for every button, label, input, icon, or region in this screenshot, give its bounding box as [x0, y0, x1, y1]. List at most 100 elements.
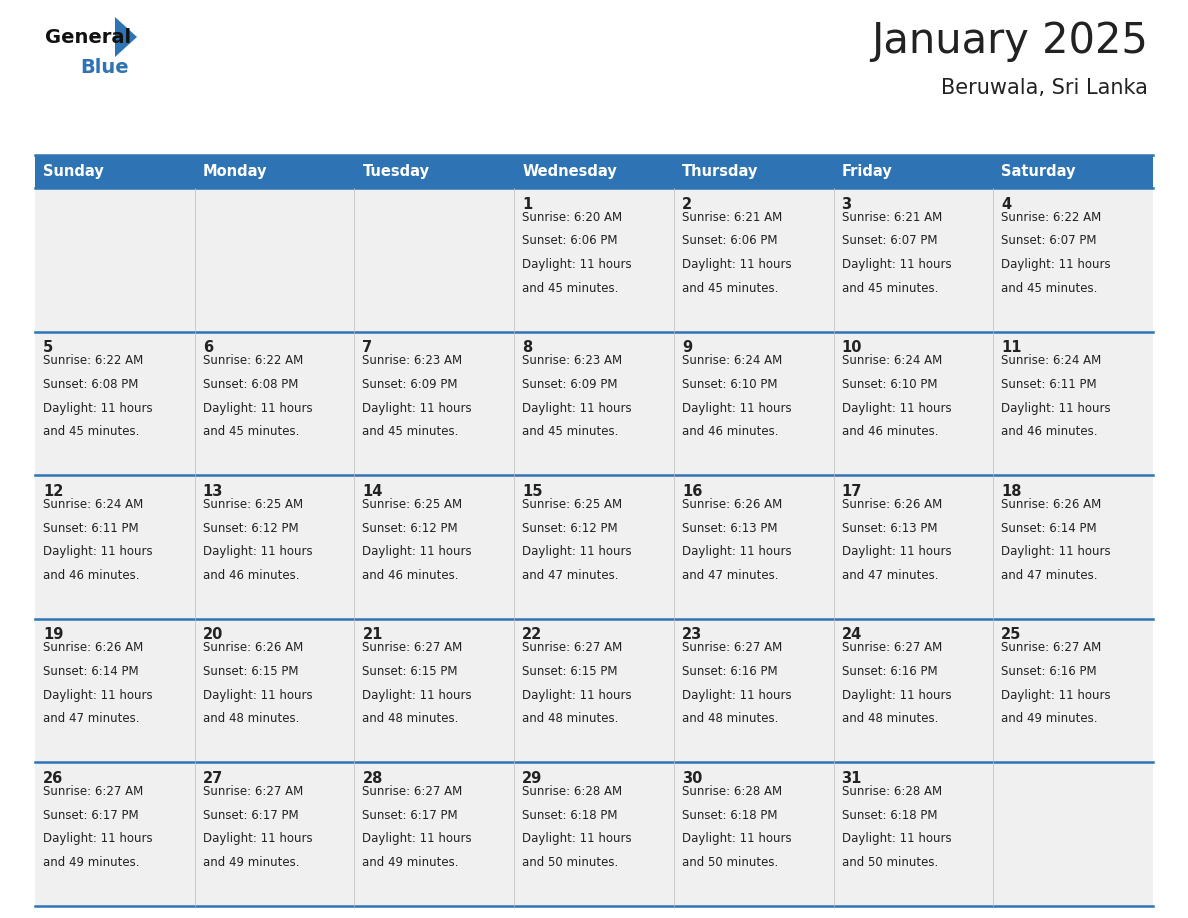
Text: Sunset: 6:16 PM: Sunset: 6:16 PM	[682, 666, 777, 678]
Text: Sunset: 6:18 PM: Sunset: 6:18 PM	[841, 809, 937, 822]
Text: and 50 minutes.: and 50 minutes.	[841, 856, 937, 869]
Text: Sunset: 6:16 PM: Sunset: 6:16 PM	[1001, 666, 1097, 678]
Text: and 46 minutes.: and 46 minutes.	[203, 569, 299, 582]
Text: and 47 minutes.: and 47 minutes.	[523, 569, 619, 582]
Text: Sunrise: 6:24 AM: Sunrise: 6:24 AM	[1001, 354, 1101, 367]
Text: and 50 minutes.: and 50 minutes.	[523, 856, 619, 869]
Text: and 46 minutes.: and 46 minutes.	[682, 425, 778, 438]
Text: Daylight: 11 hours: Daylight: 11 hours	[1001, 401, 1111, 415]
Text: 9: 9	[682, 341, 691, 355]
Text: Daylight: 11 hours: Daylight: 11 hours	[682, 258, 791, 271]
Text: 1: 1	[523, 196, 532, 212]
Text: Sunset: 6:08 PM: Sunset: 6:08 PM	[203, 378, 298, 391]
Text: Sunrise: 6:25 AM: Sunrise: 6:25 AM	[523, 498, 623, 510]
Text: Daylight: 11 hours: Daylight: 11 hours	[43, 401, 152, 415]
Text: Daylight: 11 hours: Daylight: 11 hours	[841, 401, 952, 415]
Text: Daylight: 11 hours: Daylight: 11 hours	[1001, 688, 1111, 701]
Text: Beruwala, Sri Lanka: Beruwala, Sri Lanka	[941, 78, 1148, 98]
Text: Sunrise: 6:27 AM: Sunrise: 6:27 AM	[362, 642, 462, 655]
Text: 8: 8	[523, 341, 532, 355]
Text: and 48 minutes.: and 48 minutes.	[362, 712, 459, 725]
Text: Daylight: 11 hours: Daylight: 11 hours	[203, 545, 312, 558]
Text: 10: 10	[841, 341, 862, 355]
Text: Daylight: 11 hours: Daylight: 11 hours	[362, 545, 472, 558]
Text: Sunrise: 6:27 AM: Sunrise: 6:27 AM	[203, 785, 303, 798]
Text: 12: 12	[43, 484, 63, 498]
Text: Sunset: 6:07 PM: Sunset: 6:07 PM	[841, 234, 937, 247]
Text: 25: 25	[1001, 627, 1022, 643]
Text: General: General	[45, 28, 131, 47]
Text: Sunrise: 6:26 AM: Sunrise: 6:26 AM	[682, 498, 782, 510]
Text: and 48 minutes.: and 48 minutes.	[841, 712, 939, 725]
Text: and 45 minutes.: and 45 minutes.	[841, 282, 939, 295]
Text: Sunrise: 6:24 AM: Sunrise: 6:24 AM	[841, 354, 942, 367]
Text: Sunrise: 6:22 AM: Sunrise: 6:22 AM	[43, 354, 144, 367]
Text: and 49 minutes.: and 49 minutes.	[43, 856, 139, 869]
Text: Blue: Blue	[80, 58, 128, 77]
Text: Sunrise: 6:28 AM: Sunrise: 6:28 AM	[682, 785, 782, 798]
Text: Sunrise: 6:20 AM: Sunrise: 6:20 AM	[523, 210, 623, 224]
Text: Daylight: 11 hours: Daylight: 11 hours	[43, 545, 152, 558]
Text: Sunset: 6:11 PM: Sunset: 6:11 PM	[43, 521, 139, 534]
Text: Sunset: 6:17 PM: Sunset: 6:17 PM	[362, 809, 459, 822]
Text: Sunrise: 6:26 AM: Sunrise: 6:26 AM	[841, 498, 942, 510]
Text: and 48 minutes.: and 48 minutes.	[523, 712, 619, 725]
Bar	[514, 155, 674, 188]
Text: Sunset: 6:12 PM: Sunset: 6:12 PM	[362, 521, 459, 534]
Text: Daylight: 11 hours: Daylight: 11 hours	[362, 833, 472, 845]
Text: Daylight: 11 hours: Daylight: 11 hours	[682, 401, 791, 415]
Text: 19: 19	[43, 627, 63, 643]
Text: Daylight: 11 hours: Daylight: 11 hours	[362, 688, 472, 701]
Text: Daylight: 11 hours: Daylight: 11 hours	[43, 833, 152, 845]
Text: Sunrise: 6:26 AM: Sunrise: 6:26 AM	[43, 642, 144, 655]
Text: Sunset: 6:13 PM: Sunset: 6:13 PM	[841, 521, 937, 534]
Text: 18: 18	[1001, 484, 1022, 498]
Text: Daylight: 11 hours: Daylight: 11 hours	[203, 401, 312, 415]
Text: 17: 17	[841, 484, 862, 498]
Text: and 45 minutes.: and 45 minutes.	[362, 425, 459, 438]
Text: 30: 30	[682, 771, 702, 786]
Text: Sunset: 6:15 PM: Sunset: 6:15 PM	[203, 666, 298, 678]
Text: Sunrise: 6:27 AM: Sunrise: 6:27 AM	[362, 785, 462, 798]
Text: 13: 13	[203, 484, 223, 498]
Text: Sunset: 6:16 PM: Sunset: 6:16 PM	[841, 666, 937, 678]
Text: Daylight: 11 hours: Daylight: 11 hours	[523, 833, 632, 845]
Bar	[34, 619, 1154, 763]
Text: Sunset: 6:18 PM: Sunset: 6:18 PM	[523, 809, 618, 822]
Text: Saturday: Saturday	[1001, 164, 1076, 179]
Text: Sunset: 6:18 PM: Sunset: 6:18 PM	[682, 809, 777, 822]
Text: Friday: Friday	[841, 164, 892, 179]
Text: Sunset: 6:07 PM: Sunset: 6:07 PM	[1001, 234, 1097, 247]
Text: 3: 3	[841, 196, 852, 212]
Text: Sunrise: 6:23 AM: Sunrise: 6:23 AM	[362, 354, 462, 367]
Text: and 46 minutes.: and 46 minutes.	[1001, 425, 1098, 438]
Text: Sunrise: 6:27 AM: Sunrise: 6:27 AM	[841, 642, 942, 655]
Text: and 49 minutes.: and 49 minutes.	[1001, 712, 1098, 725]
Text: Sunrise: 6:24 AM: Sunrise: 6:24 AM	[682, 354, 782, 367]
Text: 22: 22	[523, 627, 543, 643]
Text: Sunrise: 6:25 AM: Sunrise: 6:25 AM	[203, 498, 303, 510]
Text: Sunrise: 6:21 AM: Sunrise: 6:21 AM	[841, 210, 942, 224]
Text: 23: 23	[682, 627, 702, 643]
Text: Daylight: 11 hours: Daylight: 11 hours	[682, 688, 791, 701]
Text: Sunrise: 6:27 AM: Sunrise: 6:27 AM	[523, 642, 623, 655]
Text: 21: 21	[362, 627, 383, 643]
Text: Daylight: 11 hours: Daylight: 11 hours	[841, 688, 952, 701]
Text: Sunset: 6:12 PM: Sunset: 6:12 PM	[203, 521, 298, 534]
Text: and 49 minutes.: and 49 minutes.	[203, 856, 299, 869]
Text: 24: 24	[841, 627, 861, 643]
Text: 29: 29	[523, 771, 543, 786]
Text: Tuesday: Tuesday	[362, 164, 429, 179]
Text: Sunrise: 6:26 AM: Sunrise: 6:26 AM	[203, 642, 303, 655]
Text: Daylight: 11 hours: Daylight: 11 hours	[203, 833, 312, 845]
Text: Daylight: 11 hours: Daylight: 11 hours	[841, 258, 952, 271]
Text: and 45 minutes.: and 45 minutes.	[203, 425, 299, 438]
Text: Sunrise: 6:27 AM: Sunrise: 6:27 AM	[43, 785, 144, 798]
Text: Sunset: 6:14 PM: Sunset: 6:14 PM	[43, 666, 139, 678]
Text: and 45 minutes.: and 45 minutes.	[682, 282, 778, 295]
Text: Sunday: Sunday	[43, 164, 103, 179]
Text: Daylight: 11 hours: Daylight: 11 hours	[43, 688, 152, 701]
Text: and 45 minutes.: and 45 minutes.	[43, 425, 139, 438]
Text: Sunset: 6:09 PM: Sunset: 6:09 PM	[523, 378, 618, 391]
Text: and 50 minutes.: and 50 minutes.	[682, 856, 778, 869]
